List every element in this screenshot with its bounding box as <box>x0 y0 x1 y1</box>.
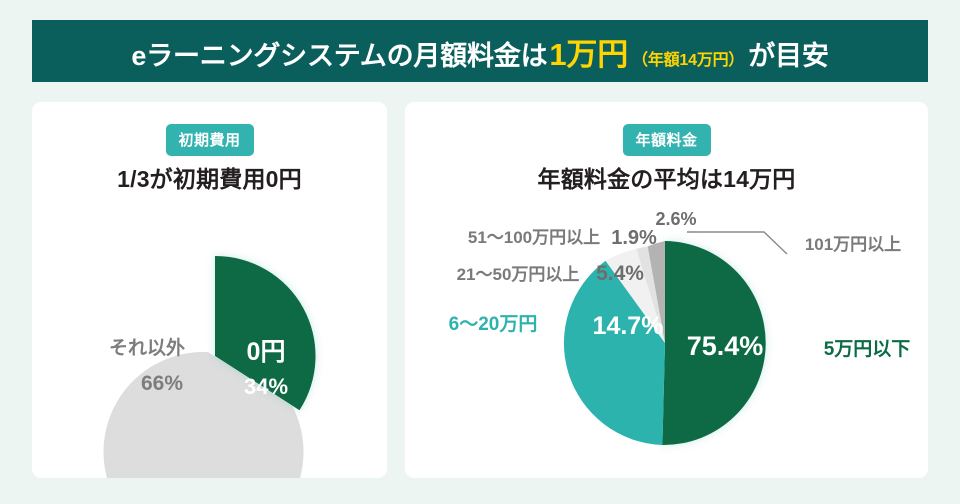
header-title: eラーニングシステムの月額料金は 1万円 （年額14万円） が目安 <box>131 29 828 74</box>
pie-chart-initial-cost: 0円 34% それ以外 66% <box>32 102 387 478</box>
pie-slice-6-20man <box>563 260 665 445</box>
card-annual-fee: 年額料金 年額料金の平均は14万円 <box>405 102 928 478</box>
header-highlight-text: 1万円 <box>549 36 629 72</box>
leader-line-over-101man <box>687 231 788 255</box>
header-tail-text: が目安 <box>748 40 829 71</box>
pie-slice-other <box>103 351 304 478</box>
badge-annual-fee: 年額料金 <box>622 124 711 156</box>
header-banner: eラーニングシステムの月額料金は 1万円 （年額14万円） が目安 <box>32 20 928 82</box>
card-title-annual-fee: 年額料金の平均は14万円 <box>537 166 796 192</box>
pie-label-21-50man-value: 5.4% <box>596 262 644 285</box>
card-initial-cost: 初期費用 1/3が初期費用0円 0円 34% それ以外 6 <box>32 102 387 478</box>
pie-label-other-name: それ以外 <box>109 336 185 359</box>
pie-label-21-50man-name: 21〜50万円以上 <box>457 265 580 284</box>
pie-label-over-101man-value: 2.6% <box>655 209 696 229</box>
pie-slice-zero-yen <box>215 255 316 411</box>
header-parenthetical-text: （年額14万円） <box>632 51 745 69</box>
pie-slice-21-50man <box>605 248 665 343</box>
pie-label-zero-yen-value: 34% <box>244 374 288 399</box>
pie-label-51-100man-name: 51〜100万円以上 <box>468 228 600 247</box>
badge-initial-cost: 初期費用 <box>165 124 254 156</box>
pie-slice-51-100man <box>636 246 665 343</box>
header-lead-text: eラーニングシステムの月額料金は <box>131 40 548 71</box>
pie-slice-over-101man <box>647 241 665 343</box>
pie-label-under-5man-value: 75.4% <box>687 331 764 361</box>
pie-label-6-20man-name: 6〜20万円 <box>449 314 538 335</box>
pie-label-51-100man-value: 1.9% <box>611 227 657 249</box>
pie-slice-under-5man <box>662 241 766 446</box>
pie-chart-annual-fee: 75.4% 14.7% 5.4% 1.9% 2.6% 5万円以下 6〜20万円 … <box>405 102 928 478</box>
pie-label-over-101man-name: 101万円以上 <box>805 235 901 254</box>
card-title-initial-cost: 1/3が初期費用0円 <box>117 166 302 192</box>
pie-label-under-5man-name: 5万円以下 <box>824 338 911 360</box>
pie-label-other-value: 66% <box>141 372 183 395</box>
pie-label-zero-yen-name: 0円 <box>247 338 286 366</box>
pie-label-6-20man-value: 14.7% <box>593 312 664 340</box>
